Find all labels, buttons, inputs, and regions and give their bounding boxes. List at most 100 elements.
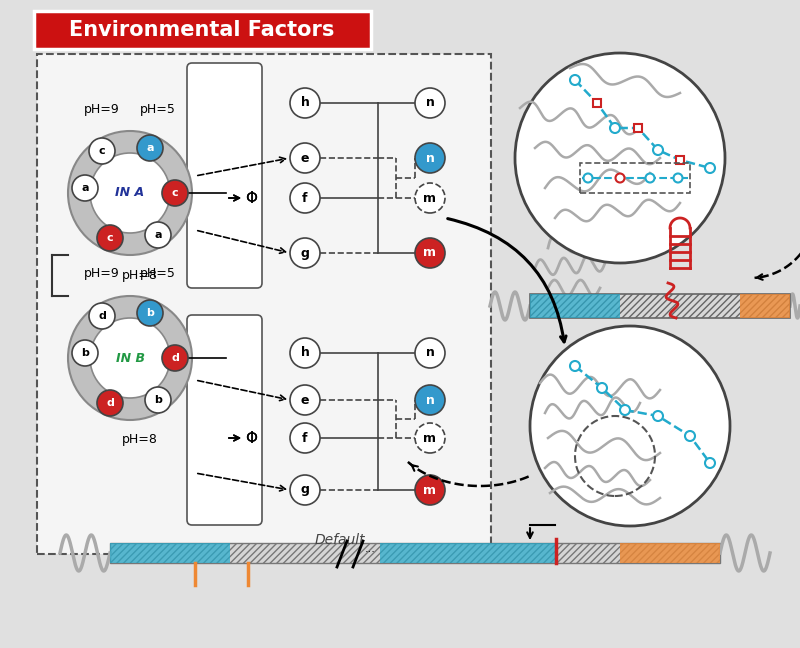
Text: n: n: [426, 152, 434, 165]
Text: g: g: [301, 483, 310, 496]
Circle shape: [290, 238, 320, 268]
Text: pH=8: pH=8: [122, 268, 158, 281]
Circle shape: [290, 475, 320, 505]
Bar: [620, 543, 720, 563]
Text: m: m: [423, 246, 437, 259]
Text: m: m: [423, 192, 437, 205]
Circle shape: [290, 183, 320, 213]
Circle shape: [653, 411, 663, 421]
Text: d: d: [106, 398, 114, 408]
Circle shape: [415, 338, 445, 368]
Circle shape: [674, 174, 682, 183]
Text: b: b: [146, 308, 154, 318]
Circle shape: [653, 145, 663, 155]
Text: $\Phi$: $\Phi$: [246, 190, 258, 206]
Text: n: n: [426, 97, 434, 110]
Text: pH=5: pH=5: [140, 102, 176, 115]
Text: pH=9: pH=9: [84, 102, 120, 115]
Text: pH=9: pH=9: [84, 268, 120, 281]
Circle shape: [68, 296, 192, 420]
Text: c: c: [172, 188, 178, 198]
Text: g: g: [301, 246, 310, 259]
Circle shape: [705, 163, 715, 173]
Text: IN B: IN B: [115, 351, 145, 364]
Text: Default: Default: [314, 533, 366, 547]
Circle shape: [515, 53, 725, 263]
Circle shape: [415, 238, 445, 268]
Circle shape: [162, 345, 188, 371]
FancyBboxPatch shape: [34, 11, 371, 49]
Text: m: m: [423, 483, 437, 496]
Circle shape: [137, 300, 163, 326]
Circle shape: [89, 303, 115, 329]
Text: c: c: [98, 146, 106, 156]
Circle shape: [290, 88, 320, 118]
Text: f: f: [302, 192, 308, 205]
Text: n: n: [426, 393, 434, 406]
Text: pH=8: pH=8: [122, 434, 158, 446]
Circle shape: [90, 318, 170, 398]
FancyBboxPatch shape: [187, 63, 262, 288]
Circle shape: [72, 175, 98, 201]
Bar: [530, 294, 620, 318]
Circle shape: [415, 423, 445, 453]
Circle shape: [415, 475, 445, 505]
Circle shape: [615, 174, 625, 183]
Text: b: b: [154, 395, 162, 405]
Bar: [634, 124, 642, 132]
Circle shape: [290, 385, 320, 415]
Circle shape: [162, 180, 188, 206]
Bar: [380, 543, 555, 563]
Circle shape: [415, 143, 445, 173]
Text: b: b: [81, 348, 89, 358]
FancyBboxPatch shape: [37, 54, 491, 554]
Text: c: c: [106, 233, 114, 243]
Text: h: h: [301, 97, 310, 110]
Circle shape: [290, 423, 320, 453]
Text: e: e: [301, 393, 310, 406]
Circle shape: [72, 340, 98, 366]
Circle shape: [290, 338, 320, 368]
Text: pH=5: pH=5: [140, 268, 176, 281]
Text: f: f: [302, 432, 308, 445]
Bar: [530, 294, 790, 318]
Circle shape: [610, 123, 620, 133]
Bar: [110, 543, 720, 563]
Text: $\Phi$: $\Phi$: [246, 430, 258, 446]
Text: $\Phi$: $\Phi$: [246, 190, 258, 206]
Bar: [740, 294, 790, 318]
Circle shape: [415, 183, 445, 213]
Circle shape: [68, 131, 192, 255]
Circle shape: [145, 222, 171, 248]
Circle shape: [620, 405, 630, 415]
Text: $\Phi$: $\Phi$: [246, 430, 258, 446]
Circle shape: [705, 458, 715, 468]
Bar: [110, 543, 230, 563]
FancyBboxPatch shape: [187, 315, 262, 525]
Circle shape: [685, 431, 695, 441]
Circle shape: [89, 138, 115, 164]
Circle shape: [583, 174, 593, 183]
Circle shape: [597, 383, 607, 393]
Circle shape: [570, 75, 580, 85]
Text: IN A: IN A: [115, 187, 145, 200]
Text: a: a: [146, 143, 154, 153]
Circle shape: [97, 225, 123, 251]
Text: d: d: [171, 353, 179, 363]
Bar: [580, 163, 690, 193]
Circle shape: [415, 88, 445, 118]
Circle shape: [570, 361, 580, 371]
Circle shape: [290, 143, 320, 173]
Circle shape: [530, 326, 730, 526]
Text: a: a: [154, 230, 162, 240]
Circle shape: [145, 387, 171, 413]
Text: ···: ···: [365, 547, 375, 557]
Text: Environmental Factors: Environmental Factors: [70, 20, 334, 40]
Text: d: d: [98, 311, 106, 321]
Bar: [593, 99, 601, 107]
Text: n: n: [426, 347, 434, 360]
Text: a: a: [82, 183, 89, 193]
Circle shape: [97, 390, 123, 416]
Bar: [676, 156, 684, 164]
Circle shape: [646, 174, 654, 183]
